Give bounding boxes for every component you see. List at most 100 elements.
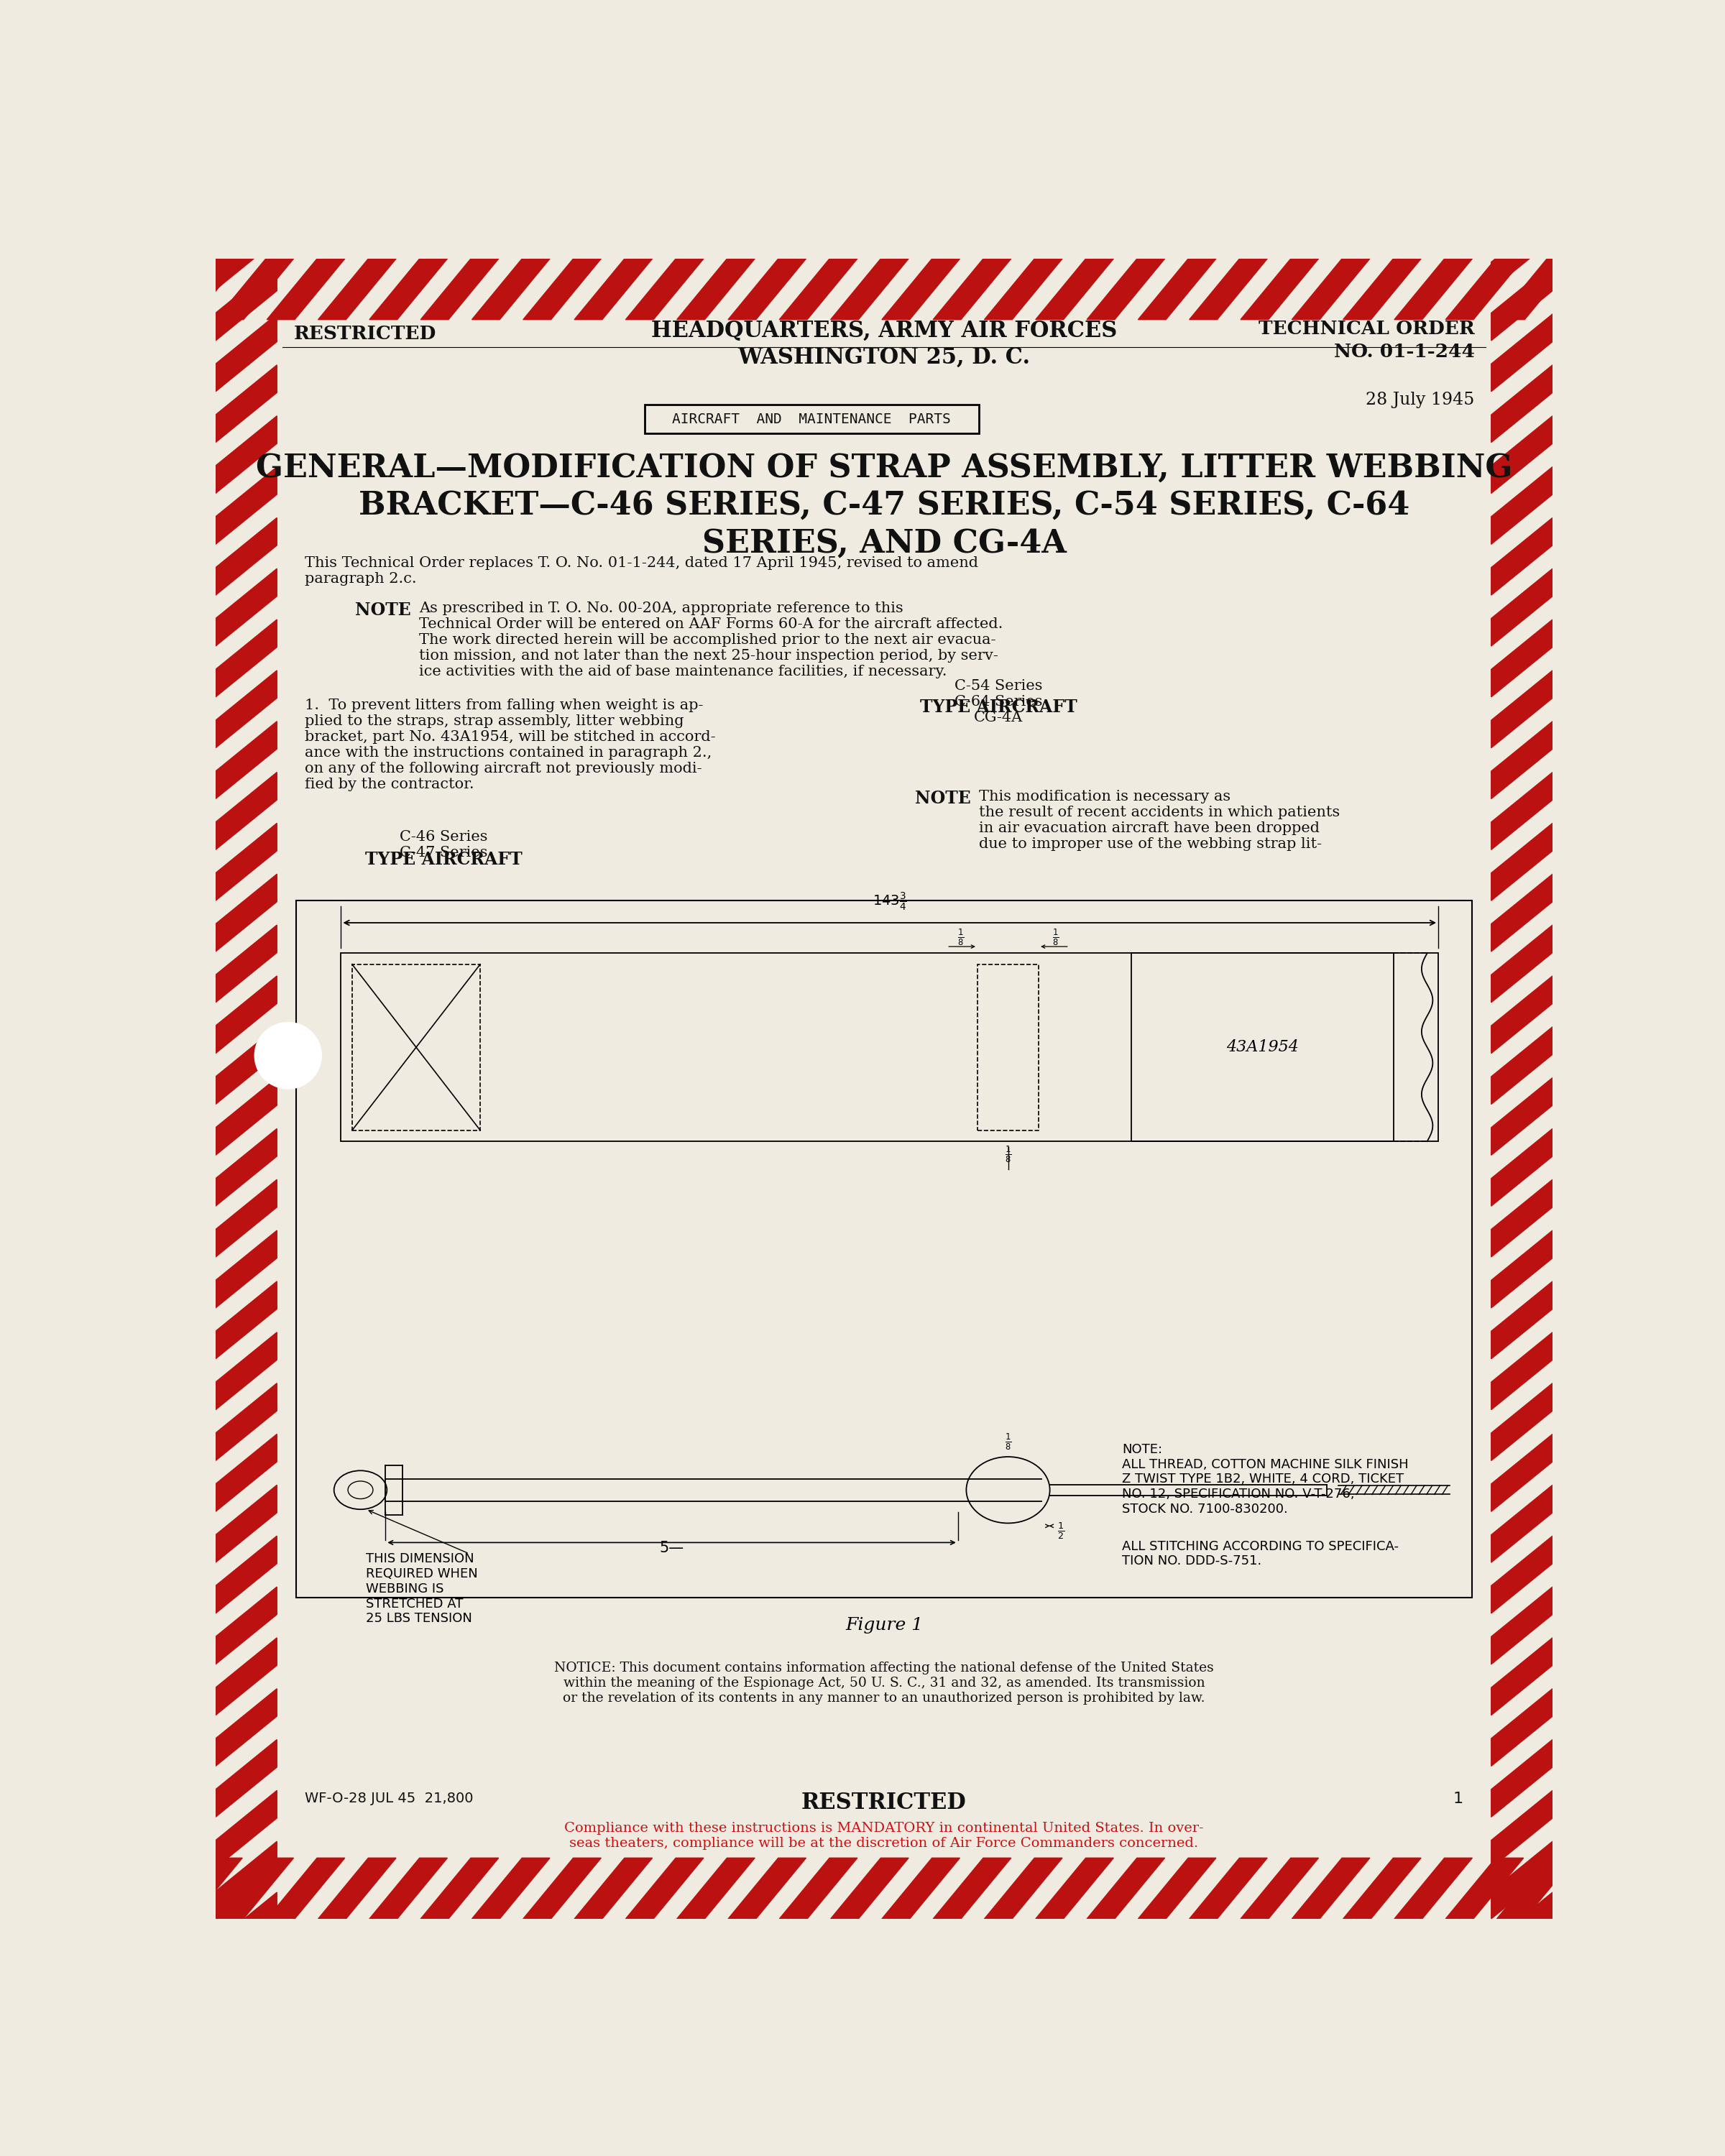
Polygon shape xyxy=(1292,259,1370,319)
Polygon shape xyxy=(1035,1858,1114,1919)
Polygon shape xyxy=(267,1858,345,1919)
Text: RESTRICTED: RESTRICTED xyxy=(293,326,436,343)
Polygon shape xyxy=(164,259,242,319)
Polygon shape xyxy=(1490,824,1552,901)
Text: As prescribed in T. O. No. 00-20A, appropriate reference to this
Technical Order: As prescribed in T. O. No. 00-20A, appro… xyxy=(419,602,1002,679)
Polygon shape xyxy=(780,259,857,319)
Polygon shape xyxy=(473,1858,550,1919)
Text: NOTE:
ALL THREAD, COTTON MACHINE SILK FINISH
Z TWIST TYPE 1B2, WHITE, 4 CORD, TI: NOTE: ALL THREAD, COTTON MACHINE SILK FI… xyxy=(1123,1442,1409,1516)
Bar xyxy=(1132,953,1394,1141)
Polygon shape xyxy=(728,259,806,319)
Polygon shape xyxy=(216,1789,278,1867)
Polygon shape xyxy=(317,1858,397,1919)
Polygon shape xyxy=(369,259,447,319)
Polygon shape xyxy=(1344,1858,1421,1919)
Text: TECHNICAL ORDER: TECHNICAL ORDER xyxy=(1258,319,1475,338)
Polygon shape xyxy=(216,1688,278,1766)
Bar xyxy=(297,901,1471,1598)
Polygon shape xyxy=(1490,1841,1552,1919)
Polygon shape xyxy=(1490,772,1552,849)
Polygon shape xyxy=(216,1587,278,1664)
Polygon shape xyxy=(831,1858,909,1919)
Polygon shape xyxy=(1490,1332,1552,1410)
Text: NOTE: NOTE xyxy=(914,789,971,806)
Text: Figure 1: Figure 1 xyxy=(845,1617,923,1634)
Polygon shape xyxy=(1490,1026,1552,1104)
Text: $\frac{1}{8}$: $\frac{1}{8}$ xyxy=(1004,1145,1011,1164)
Polygon shape xyxy=(216,1639,278,1716)
Text: AIRCRAFT  AND  MAINTENANCE  PARTS: AIRCRAFT AND MAINTENANCE PARTS xyxy=(673,412,950,427)
Text: $\frac{1}{8}$: $\frac{1}{8}$ xyxy=(1004,1432,1011,1451)
Polygon shape xyxy=(831,259,909,319)
Text: ALL STITCHING ACCORDING TO SPECIFICA-
TION NO. DDD-S-751.: ALL STITCHING ACCORDING TO SPECIFICA- TI… xyxy=(1123,1539,1399,1567)
Polygon shape xyxy=(216,925,278,1003)
Polygon shape xyxy=(216,1485,278,1563)
Polygon shape xyxy=(216,162,278,239)
Polygon shape xyxy=(523,259,600,319)
Bar xyxy=(645,405,978,433)
Polygon shape xyxy=(216,772,278,849)
Text: NOTE: NOTE xyxy=(355,602,411,619)
Text: Compliance with these instructions is MANDATORY in continental United States. In: Compliance with these instructions is MA… xyxy=(564,1822,1204,1850)
Polygon shape xyxy=(626,1858,704,1919)
Polygon shape xyxy=(216,1858,293,1919)
Polygon shape xyxy=(216,315,278,392)
Polygon shape xyxy=(216,1994,278,2072)
Polygon shape xyxy=(216,416,278,494)
Polygon shape xyxy=(114,1858,191,1919)
Polygon shape xyxy=(881,259,959,319)
Polygon shape xyxy=(216,671,278,748)
Polygon shape xyxy=(216,977,278,1054)
Polygon shape xyxy=(1189,1858,1268,1919)
Polygon shape xyxy=(216,364,278,442)
Polygon shape xyxy=(676,1858,756,1919)
Polygon shape xyxy=(780,1858,857,1919)
Text: GENERAL—MODIFICATION OF STRAP ASSEMBLY, LITTER WEBBING: GENERAL—MODIFICATION OF STRAP ASSEMBLY, … xyxy=(255,453,1513,483)
Text: SERIES, AND CG-4A: SERIES, AND CG-4A xyxy=(702,528,1066,558)
Polygon shape xyxy=(523,1858,600,1919)
Polygon shape xyxy=(1599,1858,1677,1919)
Polygon shape xyxy=(1490,315,1552,392)
Polygon shape xyxy=(728,1858,806,1919)
Polygon shape xyxy=(1703,259,1725,319)
Polygon shape xyxy=(1490,1893,1552,1971)
Text: 5—: 5— xyxy=(659,1542,685,1554)
Polygon shape xyxy=(216,259,293,319)
Polygon shape xyxy=(1547,1858,1627,1919)
Polygon shape xyxy=(216,0,278,34)
Polygon shape xyxy=(1490,60,1552,138)
Polygon shape xyxy=(216,1332,278,1410)
Polygon shape xyxy=(216,1281,278,1358)
Polygon shape xyxy=(1087,1858,1164,1919)
Polygon shape xyxy=(164,1858,242,1919)
Polygon shape xyxy=(1651,259,1725,319)
Polygon shape xyxy=(1189,259,1268,319)
Polygon shape xyxy=(1490,1688,1552,1766)
Polygon shape xyxy=(1490,364,1552,442)
Text: NO. 01-1-244: NO. 01-1-244 xyxy=(1333,343,1475,360)
Polygon shape xyxy=(216,1231,278,1309)
Text: 1: 1 xyxy=(1452,1792,1463,1807)
Polygon shape xyxy=(62,259,140,319)
Polygon shape xyxy=(1490,1587,1552,1664)
Polygon shape xyxy=(985,259,1063,319)
Text: 1.  To prevent litters from falling when weight is ap-
plied to the straps, stra: 1. To prevent litters from falling when … xyxy=(305,699,716,791)
Polygon shape xyxy=(267,259,345,319)
Bar xyxy=(978,964,1038,1130)
Polygon shape xyxy=(62,1858,140,1919)
Polygon shape xyxy=(216,824,278,901)
Polygon shape xyxy=(216,1384,278,1460)
Polygon shape xyxy=(1490,9,1552,86)
Polygon shape xyxy=(421,1858,499,1919)
Polygon shape xyxy=(216,1026,278,1104)
Polygon shape xyxy=(216,873,278,951)
Polygon shape xyxy=(216,517,278,595)
Polygon shape xyxy=(216,1434,278,1511)
Polygon shape xyxy=(1490,1485,1552,1563)
Polygon shape xyxy=(1490,1994,1552,2072)
Text: 28 July 1945: 28 July 1945 xyxy=(1366,392,1475,407)
Polygon shape xyxy=(216,263,278,341)
Polygon shape xyxy=(1490,1128,1552,1205)
Polygon shape xyxy=(1497,259,1575,319)
Text: WASHINGTON 25, D. C.: WASHINGTON 25, D. C. xyxy=(738,347,1030,369)
